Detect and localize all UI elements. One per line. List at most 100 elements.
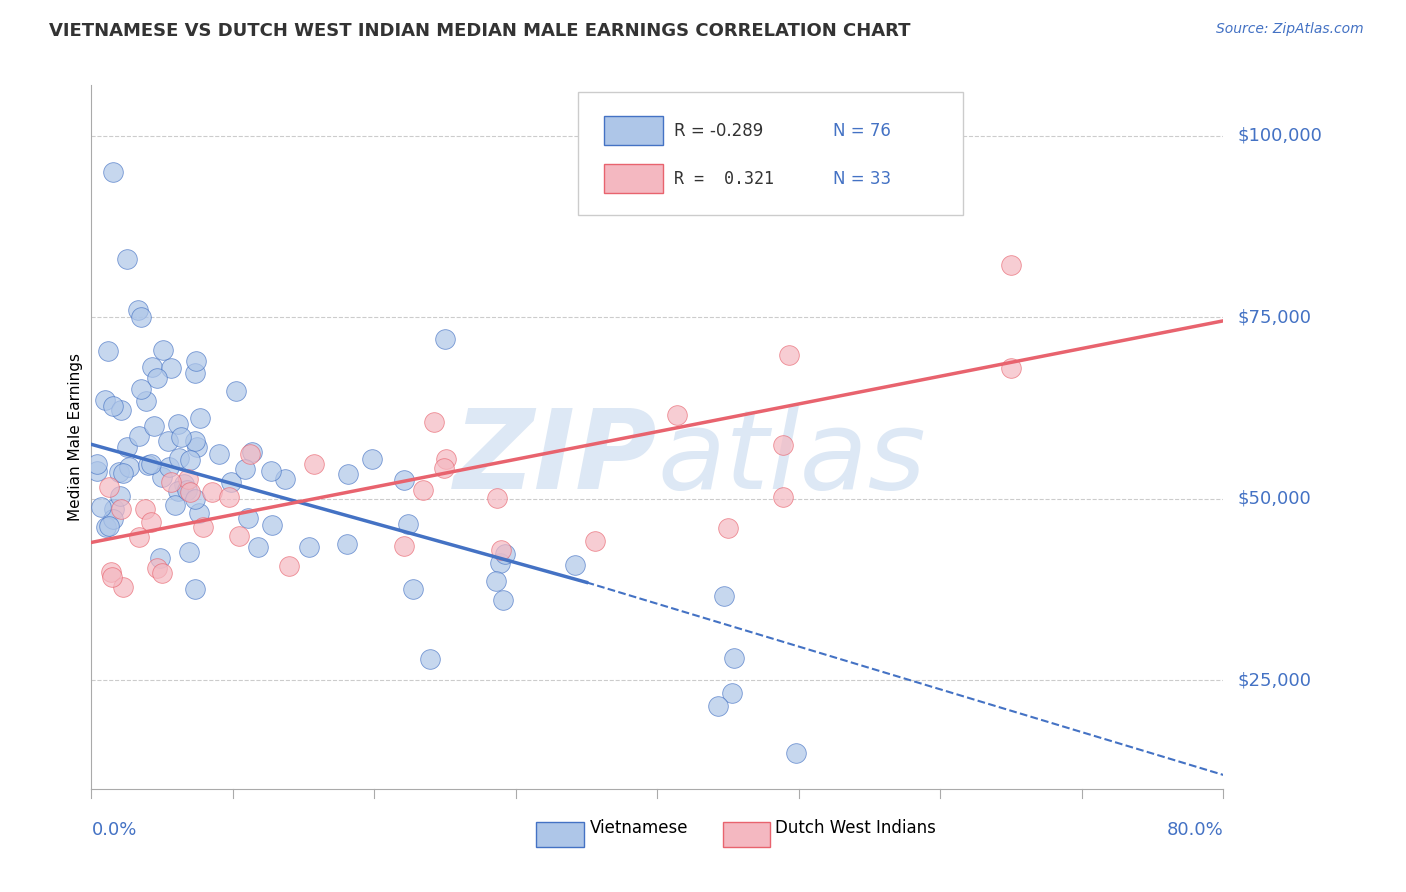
Point [179, 484, 201, 499]
Point [188, 506, 211, 520]
Point [129, 382, 152, 396]
Point [135, 394, 157, 409]
Point [583, 533, 606, 548]
FancyBboxPatch shape [578, 92, 963, 215]
Point [110, 502, 132, 516]
Point [179, 453, 201, 467]
Point [128, 429, 150, 443]
Point [167, 417, 190, 432]
Point [184, 434, 207, 449]
Point [111, 466, 134, 480]
Point [86, 458, 108, 472]
Point [97, 479, 120, 493]
Point [713, 589, 735, 603]
Point [186, 354, 208, 368]
Point [100, 570, 122, 584]
Point [86, 464, 108, 478]
Point [143, 418, 166, 433]
Point [108, 465, 131, 479]
Point [118, 460, 141, 475]
Point [188, 410, 211, 425]
Point [176, 483, 198, 497]
Text: 80.0%: 80.0% [1167, 822, 1223, 839]
Text: N = 33: N = 33 [832, 170, 891, 188]
Point [396, 517, 419, 532]
Point [101, 400, 124, 414]
Point [304, 457, 326, 471]
Point [1000, 258, 1022, 272]
FancyBboxPatch shape [605, 116, 664, 145]
Point [90, 500, 112, 515]
Point [115, 440, 138, 454]
Point [141, 515, 163, 529]
Text: $75,000: $75,000 [1237, 309, 1312, 326]
Point [191, 520, 214, 534]
Text: Source: ZipAtlas.com: Source: ZipAtlas.com [1216, 22, 1364, 37]
Point [772, 490, 794, 504]
Point [402, 582, 425, 597]
Point [136, 458, 159, 472]
Text: 0.0%: 0.0% [91, 822, 136, 839]
Point [392, 539, 415, 553]
Point [419, 651, 441, 665]
Point [173, 477, 195, 491]
Point [100, 565, 122, 579]
Point [170, 430, 193, 444]
Point [485, 574, 508, 588]
Point [156, 434, 179, 449]
FancyBboxPatch shape [605, 163, 664, 194]
Point [706, 699, 728, 714]
Point [111, 580, 134, 594]
FancyBboxPatch shape [536, 822, 583, 847]
Point [336, 467, 359, 482]
Point [494, 547, 516, 561]
Point [239, 447, 262, 461]
Text: Vietnamese: Vietnamese [589, 819, 688, 838]
Point [723, 650, 745, 665]
Point [127, 302, 149, 317]
Point [233, 461, 256, 475]
Text: R = -0.289: R = -0.289 [675, 122, 763, 140]
Point [274, 472, 297, 486]
Point [150, 470, 173, 484]
Text: $50,000: $50,000 [1237, 490, 1310, 508]
Point [96, 519, 118, 533]
Point [228, 529, 250, 543]
Point [152, 566, 174, 580]
Point [486, 491, 509, 506]
Point [489, 542, 512, 557]
Point [201, 485, 224, 500]
Point [492, 592, 515, 607]
Point [564, 558, 586, 573]
Point [179, 545, 201, 559]
Point [101, 165, 124, 179]
Point [218, 490, 240, 504]
Point [423, 415, 446, 429]
Point [184, 582, 207, 597]
Point [94, 393, 117, 408]
Point [165, 498, 187, 512]
Point [225, 384, 247, 399]
Point [139, 458, 162, 472]
Point [298, 541, 321, 555]
Point [159, 361, 181, 376]
Point [392, 473, 415, 487]
Point [149, 550, 172, 565]
Y-axis label: Median Male Earnings: Median Male Earnings [67, 353, 83, 521]
Point [260, 518, 283, 533]
Text: Dutch West Indians: Dutch West Indians [775, 819, 936, 838]
Point [772, 438, 794, 452]
Point [129, 310, 152, 325]
Point [167, 483, 190, 498]
Text: VIETNAMESE VS DUTCH WEST INDIAN MEDIAN MALE EARNINGS CORRELATION CHART: VIETNAMESE VS DUTCH WEST INDIAN MEDIAN M… [49, 22, 911, 40]
Point [159, 475, 181, 489]
Point [434, 451, 457, 466]
Point [412, 483, 434, 497]
Text: $100,000: $100,000 [1237, 127, 1322, 145]
Point [184, 491, 207, 506]
Point [246, 541, 269, 555]
Text: N = 76: N = 76 [832, 122, 890, 140]
Point [134, 502, 156, 516]
Point [115, 252, 138, 266]
FancyBboxPatch shape [723, 822, 770, 847]
